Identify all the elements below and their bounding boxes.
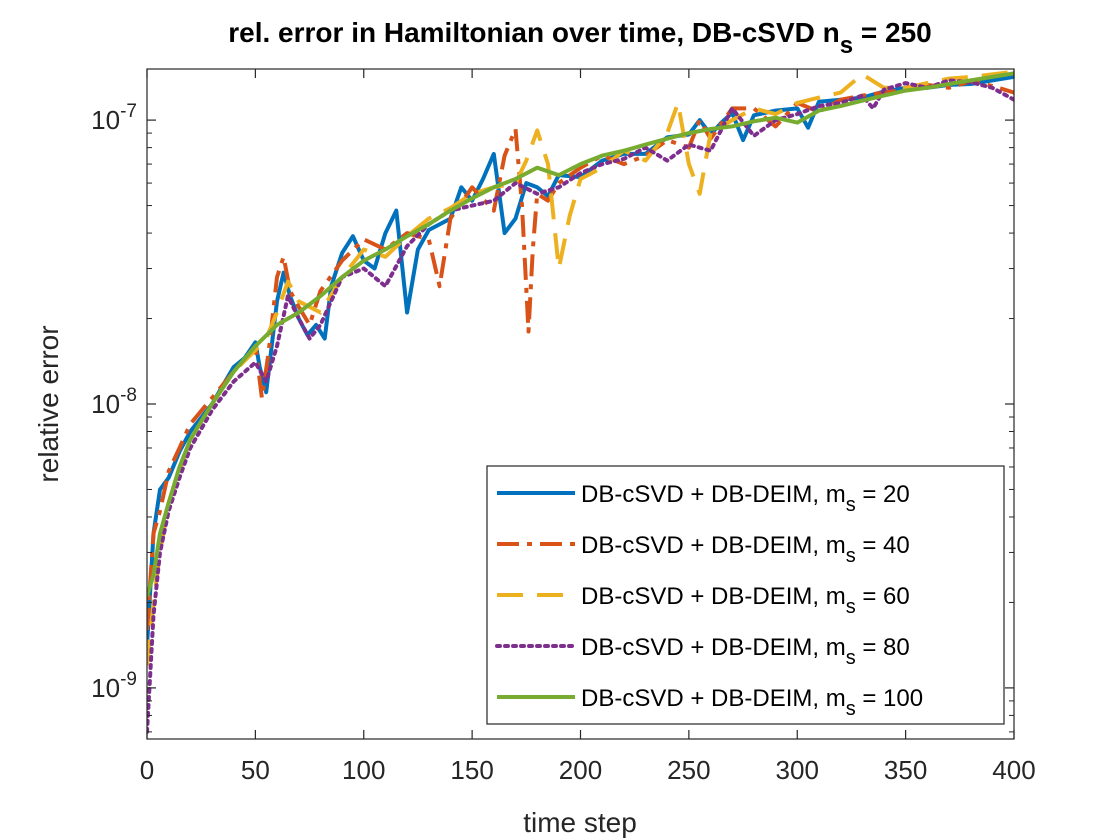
x-tick-label: 200: [559, 755, 602, 785]
y-tick-label: 10-7: [91, 101, 137, 135]
x-tick-label: 50: [241, 755, 270, 785]
series-line-2: [147, 79, 1014, 631]
legend-label-1: DB-cSVD + DB-DEIM, ms = 20: [581, 481, 910, 516]
legend-label-4: DB-cSVD + DB-DEIM, ms = 80: [581, 634, 910, 669]
series-line-3: [147, 69, 1014, 666]
x-tick-label: 350: [884, 755, 927, 785]
x-tick-label: 400: [992, 755, 1035, 785]
legend-box: [486, 465, 1005, 725]
x-tick-label: 100: [342, 755, 385, 785]
legend-label-3: DB-cSVD + DB-DEIM, ms = 60: [581, 583, 910, 618]
series-line-4: [147, 78, 1014, 734]
legend: DB-cSVD + DB-DEIM, ms = 20 DB-cSVD + DB-D…: [486, 465, 1005, 725]
series-line-5: [147, 71, 1014, 597]
legend-label-2: DB-cSVD + DB-DEIM, ms = 40: [581, 532, 910, 567]
axes-layer: 0 50 100 150 200 250 300 350 400 10-9 10-8 10-7: [91, 68, 1036, 785]
y-axis-label: relative error: [33, 325, 64, 482]
x-tick-label: 150: [450, 755, 493, 785]
series-layer: [147, 69, 1014, 734]
x-tick-label: 250: [667, 755, 710, 785]
y-tick-label: 10-9: [91, 669, 137, 703]
y-tick-label: 10-8: [91, 385, 137, 419]
x-axis-label: time step: [523, 807, 637, 838]
chart-title: rel. error in Hamiltonian over time, DB-…: [228, 17, 931, 59]
legend-label-5: DB-cSVD + DB-DEIM, ms = 100: [581, 685, 923, 720]
x-tick-label: 300: [776, 755, 819, 785]
x-tick-label: 0: [140, 755, 154, 785]
